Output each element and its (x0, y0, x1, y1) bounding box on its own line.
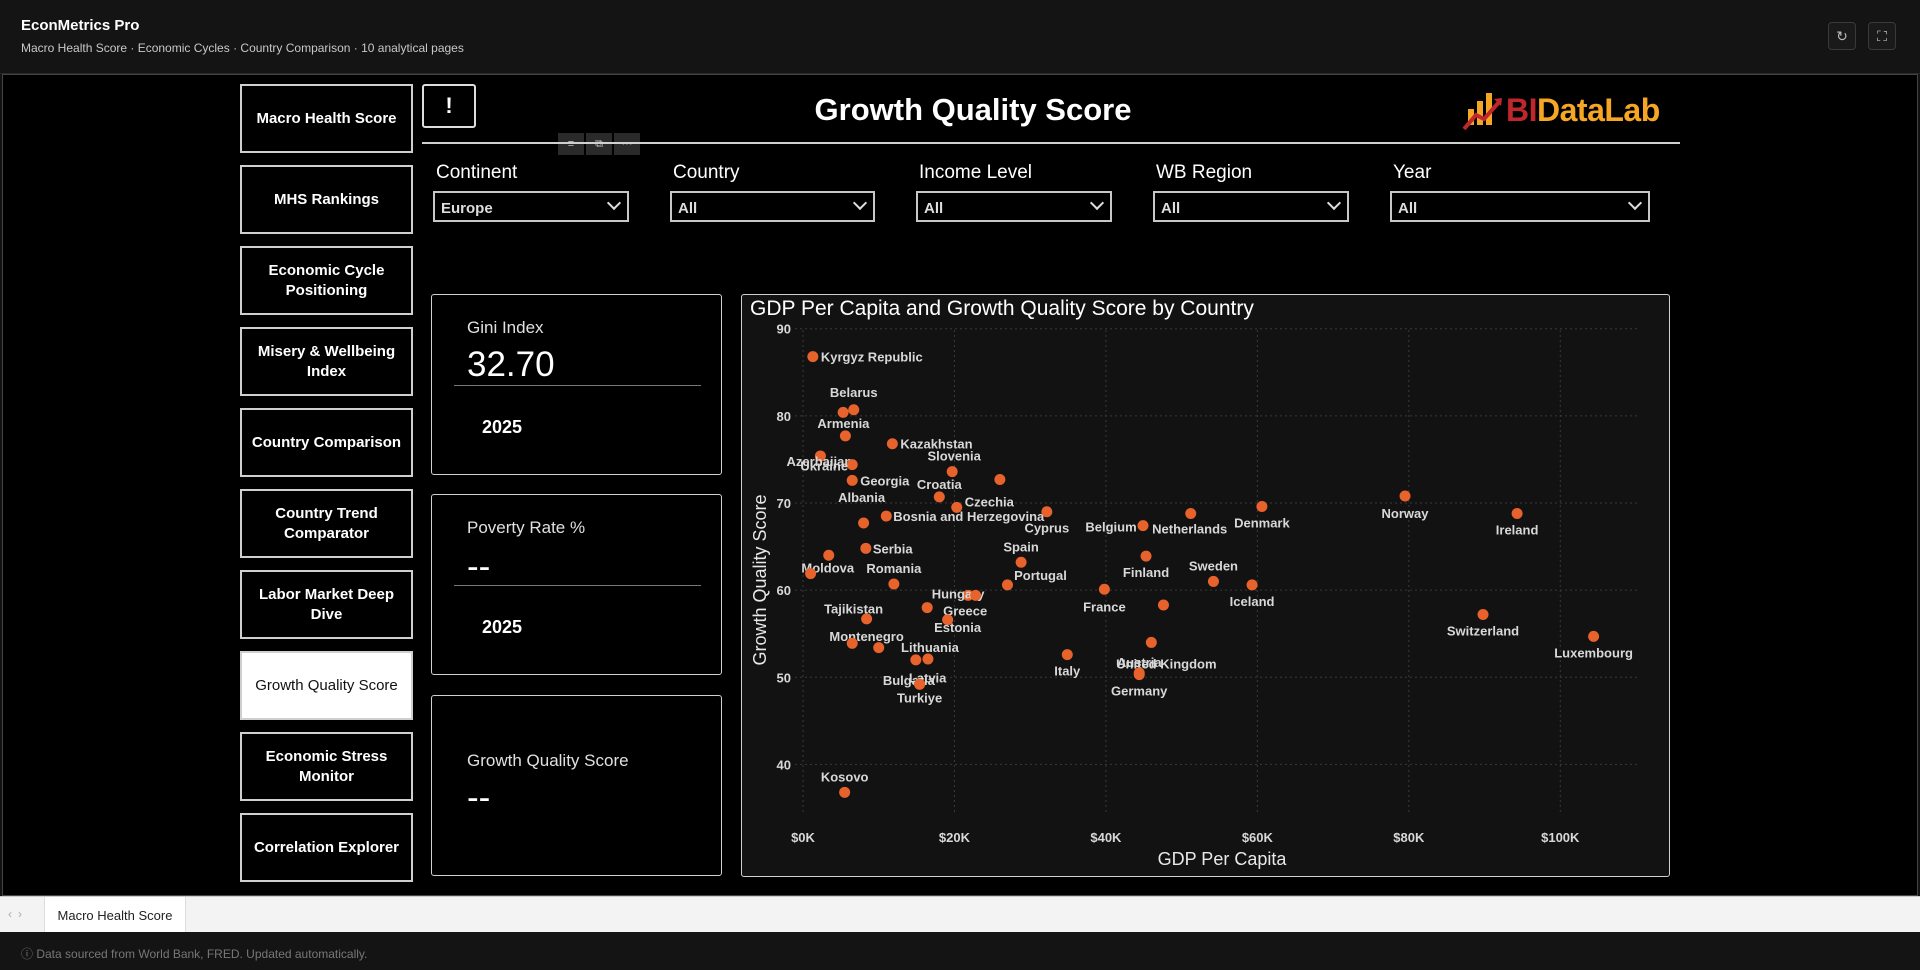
nav-macro-health-score[interactable]: Macro Health Score (240, 84, 413, 153)
nav-labor-market-deep-dive[interactable]: Labor Market Deep Dive (240, 570, 413, 639)
chart-title: GDP Per Capita and Growth Quality Score … (750, 297, 1254, 320)
filter-label-year: Year (1393, 162, 1432, 183)
nav-correlation-explorer[interactable]: Correlation Explorer (240, 813, 413, 882)
page-title: Growth Quality Score (814, 92, 1132, 127)
refresh-icon: ↻ (1836, 27, 1848, 44)
gini-index-card: Gini Index 32.70 2025 (431, 294, 722, 475)
income-level-dropdown[interactable]: All (916, 191, 1112, 222)
focus-mode-icon[interactable]: ⧉ (586, 133, 612, 155)
nav-country-trend-comparator[interactable]: Country Trend Comparator (240, 489, 413, 558)
bidatalab-logo: BI DataLab (1462, 89, 1660, 131)
filter-label-country: Country (673, 162, 740, 183)
nav-misery-wellbeing-index[interactable]: Misery & Wellbeing Index (240, 327, 413, 396)
more-options-icon[interactable]: ··· (614, 133, 640, 155)
card-divider (454, 585, 701, 586)
card-value: -- (467, 778, 491, 817)
card-year: 2025 (482, 617, 523, 637)
card-year: 2025 (482, 417, 523, 437)
info-button[interactable]: ! (422, 84, 476, 128)
chevron-down-icon (1627, 195, 1643, 211)
nav-economic-stress-monitor[interactable]: Economic Stress Monitor (240, 732, 413, 801)
logo-bars-icon (1462, 93, 1502, 131)
title-divider (422, 142, 1680, 144)
tab-macro-health-score[interactable]: Macro Health Score (44, 897, 186, 933)
app-subtitle: Macro Health Score · Economic Cycles · C… (21, 41, 464, 55)
wb-region-dropdown[interactable]: All (1153, 191, 1349, 222)
nav-economic-cycle-positioning[interactable]: Economic Cycle Positioning (240, 246, 413, 315)
card-label: Gini Index (467, 318, 544, 337)
nav-country-comparison[interactable]: Country Comparison (240, 408, 413, 477)
chevron-down-icon (1326, 195, 1342, 211)
card-value: -- (467, 547, 491, 586)
card-divider (454, 385, 701, 386)
footer-text: ⓘ Data sourced from World Bank, FRED. Up… (21, 947, 368, 961)
logo-text-datalab: DataLab (1537, 91, 1660, 128)
fullscreen-button[interactable]: ⛶ (1868, 22, 1896, 50)
visual-toolbar: ≡ ⧉ ··· (558, 133, 640, 155)
poverty-rate-card: Poverty Rate % -- 2025 (431, 494, 722, 675)
chevron-down-icon (1089, 195, 1105, 211)
filter-icon[interactable]: ≡ (558, 133, 584, 155)
year-dropdown[interactable]: All (1390, 191, 1650, 222)
filter-label-wb-region: WB Region (1156, 162, 1253, 183)
growth-quality-score-card: Growth Quality Score -- (431, 695, 722, 876)
logo-text-bi: BI (1506, 91, 1538, 128)
card-label: Poverty Rate % (467, 518, 586, 537)
refresh-button[interactable]: ↻ (1828, 22, 1856, 50)
tab-nav-arrows-icon[interactable]: ‹› (8, 907, 28, 921)
scatter-chart-frame (741, 294, 1670, 877)
continent-dropdown[interactable]: Europe (433, 191, 629, 222)
fullscreen-icon: ⛶ (1877, 27, 1887, 44)
app-header: EconMetrics Pro Macro Health Score · Eco… (0, 0, 1920, 74)
nav-growth-quality-score[interactable]: Growth Quality Score (240, 651, 413, 720)
nav-mhs-rankings[interactable]: MHS Rankings (240, 165, 413, 234)
page-tab-bar: ‹› Macro Health Score (0, 896, 1920, 933)
card-value: 32.70 (467, 345, 555, 384)
filter-label-continent: Continent (436, 162, 518, 183)
filter-label-income-level: Income Level (919, 162, 1033, 183)
chevron-down-icon (606, 195, 622, 211)
country-dropdown[interactable]: All (670, 191, 875, 222)
chevron-down-icon (852, 195, 868, 211)
footer: ⓘ Data sourced from World Bank, FRED. Up… (0, 932, 1920, 970)
app-title: EconMetrics Pro (21, 17, 140, 34)
card-label: Growth Quality Score (467, 751, 629, 770)
